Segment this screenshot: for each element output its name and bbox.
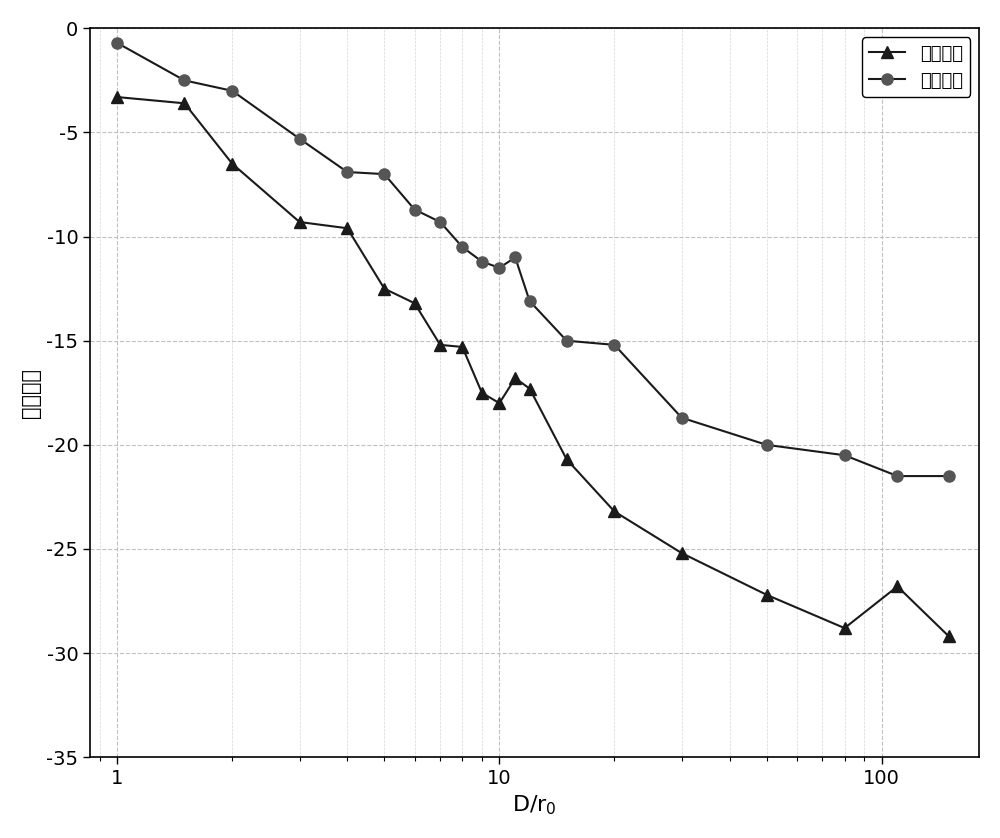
单模光纤: [676, 548, 688, 558]
单模光纤: [943, 631, 955, 641]
单模光纤: [839, 623, 851, 634]
Y-axis label: 耦合效率: 耦合效率: [21, 368, 41, 418]
单模光纤: [434, 340, 446, 350]
四模光纤: [561, 336, 573, 346]
单模光纤: [409, 298, 421, 308]
四模光纤: [341, 167, 353, 177]
单模光纤: [294, 217, 306, 227]
四模光纤: [608, 340, 620, 350]
四模光纤: [378, 169, 390, 179]
四模光纤: [226, 85, 238, 96]
四模光纤: [839, 450, 851, 460]
四模光纤: [409, 204, 421, 215]
四模光纤: [456, 242, 468, 252]
Line: 四模光纤: 四模光纤: [112, 38, 954, 482]
Line: 单模光纤: 单模光纤: [111, 91, 955, 643]
单模光纤: [509, 373, 521, 383]
单模光纤: [378, 283, 390, 293]
四模光纤: [178, 75, 190, 85]
单模光纤: [891, 582, 903, 592]
单模光纤: [761, 590, 773, 600]
四模光纤: [761, 440, 773, 450]
单模光纤: [524, 384, 536, 394]
单模光纤: [178, 98, 190, 108]
四模光纤: [676, 413, 688, 423]
Legend: 单模光纤, 四模光纤: 单模光纤, 四模光纤: [862, 38, 970, 97]
四模光纤: [111, 38, 123, 48]
单模光纤: [493, 398, 505, 408]
单模光纤: [226, 158, 238, 168]
单模光纤: [608, 506, 620, 516]
四模光纤: [476, 256, 488, 266]
单模光纤: [456, 342, 468, 352]
四模光纤: [493, 263, 505, 273]
四模光纤: [943, 471, 955, 481]
单模光纤: [341, 223, 353, 233]
X-axis label: D/r$_0$: D/r$_0$: [512, 794, 557, 817]
单模光纤: [476, 388, 488, 398]
四模光纤: [294, 134, 306, 144]
单模光纤: [561, 454, 573, 464]
单模光纤: [111, 92, 123, 102]
四模光纤: [891, 471, 903, 481]
四模光纤: [524, 296, 536, 306]
四模光纤: [434, 217, 446, 227]
四模光纤: [509, 252, 521, 262]
